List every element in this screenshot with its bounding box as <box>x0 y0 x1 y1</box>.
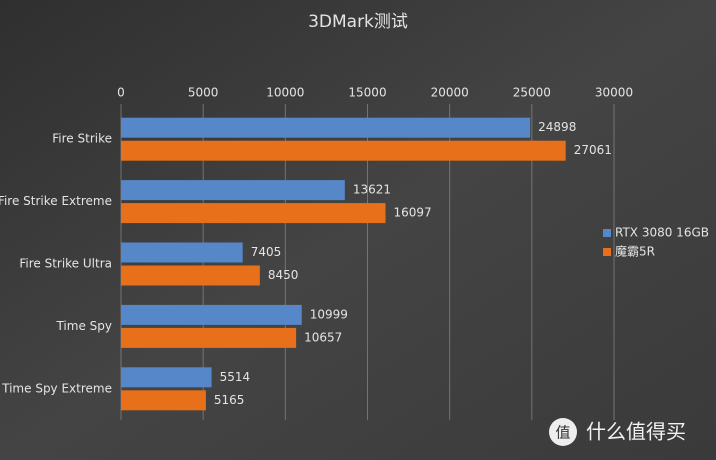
bar <box>121 117 531 138</box>
y-tick-label: Fire Strike <box>52 132 112 146</box>
legend-label: 魔霸5R <box>615 244 655 259</box>
bar <box>121 390 206 411</box>
value-label: 13621 <box>353 183 391 197</box>
bar <box>121 203 386 224</box>
bar <box>121 367 212 388</box>
bar <box>121 180 345 201</box>
watermark-text: 什么值得买 <box>586 420 686 444</box>
bar <box>121 265 260 286</box>
y-tick-label: Time Spy <box>55 319 112 333</box>
x-tick-label: 10000 <box>266 86 304 100</box>
watermark-icon: 值 <box>555 424 570 442</box>
value-label: 16097 <box>394 206 432 220</box>
y-tick-label: Time Spy Extreme <box>1 381 112 395</box>
x-tick-label: 0 <box>117 86 125 100</box>
y-tick-label: Fire Strike Extreme <box>0 194 112 208</box>
value-label: 7405 <box>251 245 282 259</box>
x-tick-label: 15000 <box>348 86 386 100</box>
value-label: 27061 <box>574 143 612 157</box>
bar <box>121 140 566 161</box>
x-tick-label: 5000 <box>188 86 219 100</box>
bar <box>121 327 297 348</box>
x-tick-label: 25000 <box>513 86 551 100</box>
legend-swatch <box>603 248 611 256</box>
bar <box>121 304 302 325</box>
value-label: 10657 <box>304 330 342 344</box>
legend-swatch <box>603 229 611 237</box>
bar <box>121 242 243 263</box>
value-label: 5165 <box>214 393 245 407</box>
value-label: 10999 <box>310 307 348 321</box>
value-label: 5514 <box>220 370 251 384</box>
watermark-badge <box>549 418 577 446</box>
legend-label: RTX 3080 16GB <box>615 226 709 240</box>
x-tick-label: 20000 <box>431 86 469 100</box>
chart-title: 3DMark测试 <box>308 12 408 32</box>
x-tick-label: 30000 <box>595 86 633 100</box>
watermark: 值 什么值得买 <box>549 418 686 446</box>
y-tick-label: Fire Strike Ultra <box>19 257 112 271</box>
value-label: 24898 <box>538 120 576 134</box>
value-label: 8450 <box>268 268 299 282</box>
